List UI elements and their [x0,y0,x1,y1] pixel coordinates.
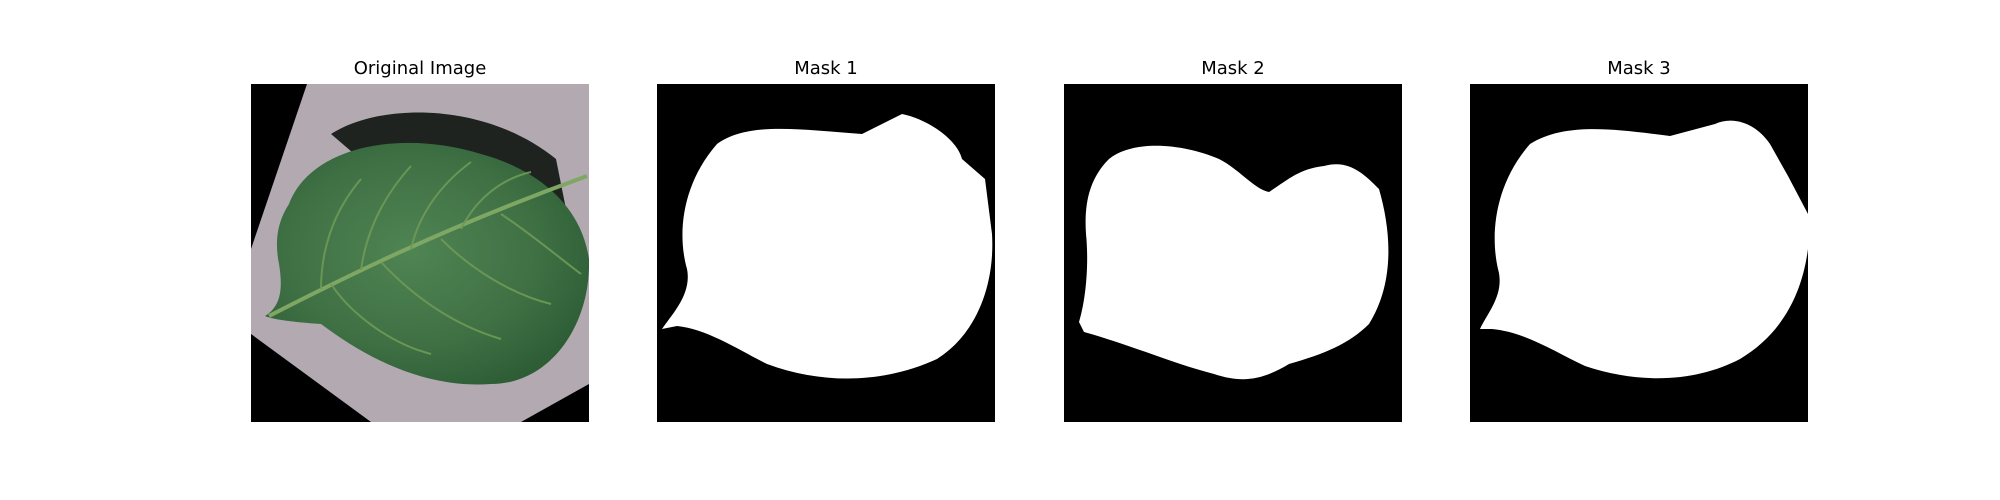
mask-1-image [657,84,995,422]
mask-3-title: Mask 3 [1607,58,1671,79]
mask-2-title: Mask 2 [1201,58,1265,79]
mask-2-image [1064,84,1402,422]
original-image-title: Original Image [353,58,487,79]
original-image-panel: Original Image [251,0,589,500]
mask-3-panel: Mask 3 [1470,0,1808,500]
mask-1-title: Mask 1 [794,58,858,79]
mask-3-image [1470,84,1808,422]
mask-1-panel: Mask 1 [657,0,995,500]
original-leaf-photo [251,84,589,422]
mask-2-panel: Mask 2 [1064,0,1402,500]
